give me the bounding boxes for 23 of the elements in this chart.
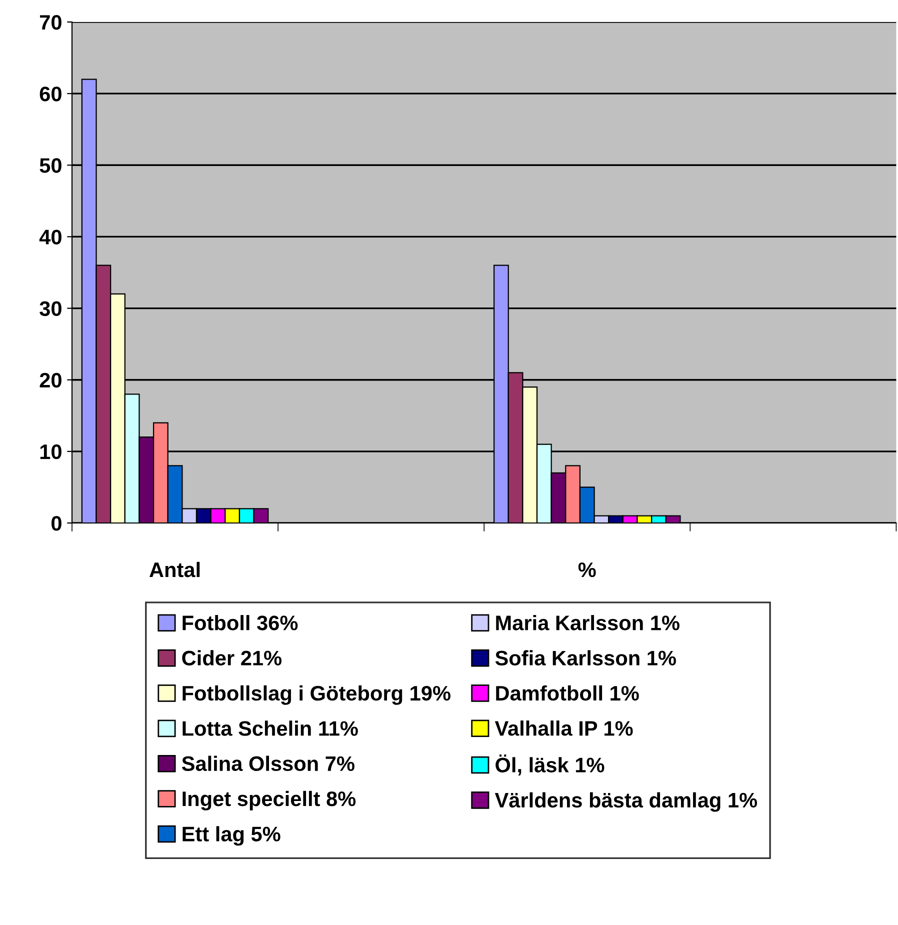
legend-label: Ett lag 5%	[182, 826, 280, 846]
legend-label: Salina Olsson 7%	[182, 756, 354, 772]
legend-label: Världens bästa damlag 1%	[494, 792, 758, 812]
legend-label: Valhalla IP 1%	[494, 720, 633, 736]
y-tick-label: 0	[52, 516, 62, 531]
legend-label: Inget speciellt 8%	[182, 790, 356, 810]
legend-label: Lotta Schelin 11%	[182, 720, 358, 736]
x-tick-label: Antal	[150, 562, 200, 578]
legend-label: Fotboll 36%	[182, 615, 298, 630]
y-tick-label: 50	[40, 158, 62, 173]
y-tick-label: 70	[40, 15, 62, 30]
y-tick-label: 40	[39, 230, 62, 244]
y-tick-label: 30	[40, 301, 62, 316]
legend-label: Fotbollslag i Göteborg 19%	[182, 685, 450, 705]
x-tick-label: %	[578, 562, 596, 578]
legend-label: Sofia Karlsson 1%	[495, 650, 676, 666]
legend-label: Damfotboll 1%	[496, 685, 639, 701]
legend-label: Cider 21%	[182, 650, 282, 666]
y-tick-label: 20	[40, 372, 62, 388]
legend-label: Maria Karlsson 1%	[496, 615, 680, 630]
y-tick-label: 10	[40, 444, 62, 460]
legend-label: Öl, läsk 1%	[496, 754, 604, 776]
y-tick-label: 60	[40, 86, 62, 102]
